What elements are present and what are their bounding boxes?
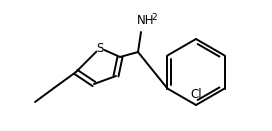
Text: NH: NH xyxy=(137,13,154,26)
Text: Cl: Cl xyxy=(190,88,202,101)
Text: S: S xyxy=(96,42,104,54)
Text: 2: 2 xyxy=(151,13,157,23)
